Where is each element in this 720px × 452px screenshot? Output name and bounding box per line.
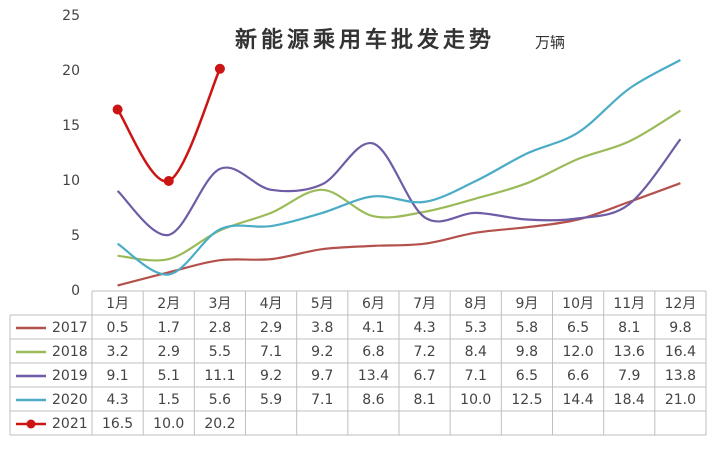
y-tick-label: 20	[62, 63, 80, 79]
y-tick-label: 10	[62, 173, 80, 189]
y-tick-label: 0	[71, 283, 80, 299]
table-cell: 2.9	[260, 320, 282, 336]
series-line	[117, 109, 681, 262]
point-marker	[163, 176, 174, 186]
table-cell: 10.0	[460, 392, 491, 408]
x-tick-label: 9月	[515, 296, 538, 312]
point-marker	[112, 104, 123, 115]
x-tick-label: 7月	[413, 296, 436, 312]
legend-label: 2018	[52, 344, 88, 360]
table-cell: 1.7	[158, 320, 180, 336]
x-tick-label: 6月	[362, 296, 385, 312]
table-cell: 20.2	[204, 416, 235, 432]
table-cell: 6.5	[516, 368, 538, 384]
table-cell: 2.9	[158, 344, 180, 360]
table-cell: 7.2	[413, 344, 435, 360]
legend-label: 2019	[52, 368, 88, 384]
table-cell: 1.5	[158, 392, 180, 408]
x-tick-label: 5月	[311, 296, 334, 312]
table-cell: 9.8	[669, 320, 691, 336]
table-cell: 6.6	[567, 368, 589, 384]
x-tick-label: 4月	[260, 296, 283, 312]
table-cell: 3.8	[311, 320, 333, 336]
table-cell: 7.9	[618, 368, 640, 384]
table-cell: 9.8	[516, 344, 538, 360]
table-cell: 8.1	[618, 320, 640, 336]
table-cell: 6.8	[362, 344, 384, 360]
table-cell: 8.6	[362, 392, 384, 408]
y-tick-label: 25	[62, 8, 80, 24]
table-cell: 5.6	[209, 392, 231, 408]
table-cell: 8.4	[465, 344, 487, 360]
table-cell: 12.0	[562, 344, 593, 360]
legend-label: 2017	[52, 320, 88, 336]
table-cell: 6.7	[413, 368, 435, 384]
x-tick-label: 11月	[613, 296, 645, 312]
table-cell: 9.2	[260, 368, 282, 384]
table-cell: 18.4	[614, 392, 645, 408]
table-cell: 12.5	[511, 392, 542, 408]
y-tick-label: 15	[62, 118, 80, 134]
table-cell: 5.1	[158, 368, 180, 384]
table-cell: 11.1	[204, 368, 235, 384]
table-cell: 9.7	[311, 368, 333, 384]
table-cell: 21.0	[665, 392, 696, 408]
table-cell: 7.1	[260, 344, 282, 360]
table-cell: 6.5	[567, 320, 589, 336]
x-tick-label: 10月	[562, 296, 594, 312]
table-cell: 16.4	[665, 344, 696, 360]
table-cell: 5.8	[516, 320, 538, 336]
table-cell: 3.2	[106, 344, 128, 360]
table-cell: 4.1	[362, 320, 384, 336]
x-tick-label: 12月	[665, 296, 697, 312]
table-cell: 14.4	[562, 392, 593, 408]
x-tick-label: 8月	[464, 296, 487, 312]
series-line	[116, 138, 682, 237]
series-line	[116, 68, 222, 183]
y-tick-label: 5	[71, 228, 80, 244]
table-cell: 8.1	[413, 392, 435, 408]
chart-title: 新能源乘用车批发走势	[235, 27, 495, 53]
table-cell: 9.2	[311, 344, 333, 360]
table-cell: 16.5	[102, 416, 133, 432]
table-cell: 2.8	[209, 320, 231, 336]
legend-label: 2021	[52, 416, 88, 432]
x-tick-label: 2月	[157, 296, 180, 312]
table-cell: 5.5	[209, 344, 231, 360]
x-tick-label: 1月	[106, 296, 129, 312]
table-cell: 13.4	[358, 368, 389, 384]
table-cell: 13.8	[665, 368, 696, 384]
unit-label: 万辆	[535, 34, 565, 52]
table-cell: 13.6	[614, 344, 645, 360]
legend-label: 2020	[52, 392, 88, 408]
table-cell: 5.3	[465, 320, 487, 336]
table-cell: 9.1	[106, 368, 128, 384]
table-cell: 4.3	[413, 320, 435, 336]
table-cell: 7.1	[311, 392, 333, 408]
series-line	[116, 59, 681, 276]
table-cell: 0.5	[106, 320, 128, 336]
point-marker	[214, 63, 225, 74]
legend-marker	[26, 419, 36, 429]
table-cell: 4.3	[106, 392, 128, 408]
table-cell: 7.1	[465, 368, 487, 384]
x-tick-label: 3月	[208, 296, 231, 312]
table-cell: 10.0	[153, 416, 184, 432]
table-cell: 5.9	[260, 392, 282, 408]
